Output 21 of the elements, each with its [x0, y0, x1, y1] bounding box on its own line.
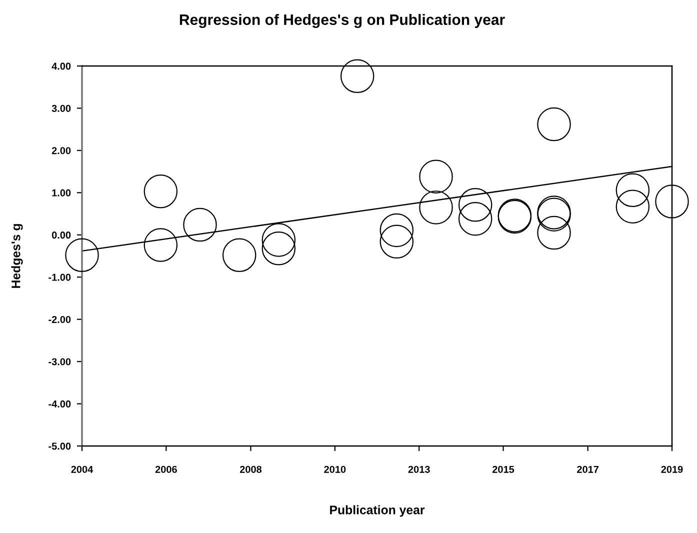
x-tick-label: 2019	[661, 466, 683, 473]
x-axis-title: Publication year	[330, 505, 425, 517]
y-tick-label: 2.00	[52, 147, 71, 154]
x-tick-label: 2008	[240, 466, 262, 473]
y-tick-label: 3.00	[52, 104, 71, 112]
y-tick-label: 0.00	[52, 232, 71, 239]
x-tick-label: 2004	[71, 466, 94, 473]
y-axis-title: Hedges's g	[11, 224, 23, 288]
y-tick-label: -2.00	[48, 316, 71, 324]
x-tick-label: 2010	[324, 466, 346, 473]
x-tick-label: 2015	[492, 466, 514, 473]
x-tick-label: 2013	[408, 466, 430, 473]
y-tick-label: -5.00	[48, 442, 71, 450]
y-tick-label: -1.00	[48, 274, 71, 281]
x-tick-label: 2006	[155, 466, 177, 473]
y-tick-label: 1.00	[52, 189, 71, 196]
y-tick-label: -4.00	[48, 400, 71, 408]
y-tick-label: 4.00	[52, 62, 71, 70]
x-tick-label: 2017	[577, 466, 599, 473]
y-tick-label: -3.00	[48, 358, 71, 366]
chart-title: Regression of Hedges's g on Publication year	[180, 14, 505, 28]
